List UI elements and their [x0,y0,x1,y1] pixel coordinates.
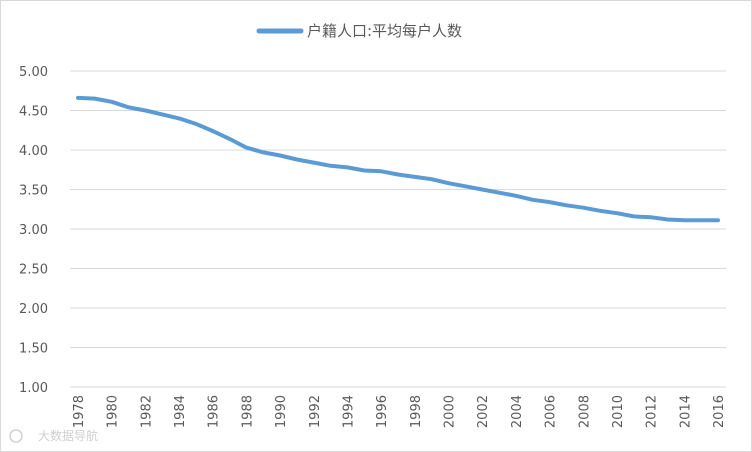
data-point [110,100,114,104]
x-tick-label: 2016 [712,395,727,428]
watermark: 大数据导航 [9,428,98,443]
x-tick-label: 2010 [611,395,626,428]
y-tick-label: 5.00 [19,65,48,80]
data-point [649,215,653,219]
y-axis-ticks: 5.00 4.50 4.00 3.50 3.00 2.50 2.00 1.50 1.00 [19,65,48,396]
data-point [177,116,181,120]
data-point [194,122,198,126]
x-tick-label: 2012 [645,395,660,428]
y-tick-label: 2.50 [19,263,48,278]
data-point [548,200,552,204]
data-point [345,165,349,169]
y-tick-label: 4.50 [19,105,48,120]
y-tick-label: 2.00 [19,302,48,317]
data-point [716,218,720,222]
data-point [261,150,265,154]
data-point [379,169,383,173]
x-tick-label: 1986 [207,395,222,428]
y-tick-label: 1.50 [19,342,48,357]
x-tick-label: 1994 [341,395,356,428]
data-point [211,129,215,133]
x-tick-label: 1978 [72,395,87,428]
data-point [632,214,636,218]
data-point [244,146,248,150]
data-point [497,191,501,195]
data-point [665,218,669,222]
x-tick-label: 1996 [375,395,390,428]
x-tick-label: 2008 [577,395,592,428]
data-point [682,218,686,222]
legend: 户籍人口:平均每户人数 [256,22,462,40]
x-tick-label: 2014 [678,395,693,428]
data-point [362,169,366,173]
data-point [312,161,316,165]
data-point [127,105,131,109]
data-point [413,175,417,179]
x-tick-label: 1992 [308,395,323,428]
data-point [228,137,232,141]
data-point [598,209,602,213]
data-point [463,184,467,188]
data-point [143,109,147,113]
gridlines [70,70,726,388]
watermark-text: 大数据导航 [38,428,98,443]
watermark-logo-icon [9,429,23,443]
y-tick-label: 3.50 [19,184,48,199]
series-layer [76,95,720,223]
x-tick-label: 1982 [139,395,154,428]
data-point [295,157,299,161]
x-tick-label: 2000 [443,395,458,428]
data-point [514,194,518,198]
x-tick-label: 1988 [240,395,255,428]
x-tick-label: 1980 [106,395,121,428]
y-tick-label: 3.00 [19,223,48,238]
data-point [430,177,434,181]
data-point [615,211,619,215]
legend-label: 户籍人口:平均每户人数 [307,22,462,40]
y-tick-label: 1.00 [19,381,48,396]
data-point [76,96,80,100]
series-line [76,95,720,223]
data-point [480,188,484,192]
x-tick-label: 1984 [173,395,188,428]
data-point [447,181,451,185]
data-point [160,112,164,116]
data-point [564,203,568,207]
x-tick-label: 1998 [409,395,424,428]
data-point [396,172,400,176]
data-point [278,154,282,158]
x-tick-label: 2006 [544,395,559,428]
x-axis-ticks: 1978 1980 1982 1984 1986 1988 1990 1992 1994 1996… [72,395,727,428]
x-tick-label: 2002 [476,395,491,428]
data-point [699,218,703,222]
x-tick-label: 2004 [510,395,525,428]
data-point [531,198,535,202]
data-point [93,97,97,101]
x-tick-label: 1990 [274,395,289,428]
data-point [329,164,333,168]
y-tick-label: 4.00 [19,144,48,159]
data-point [581,206,585,210]
